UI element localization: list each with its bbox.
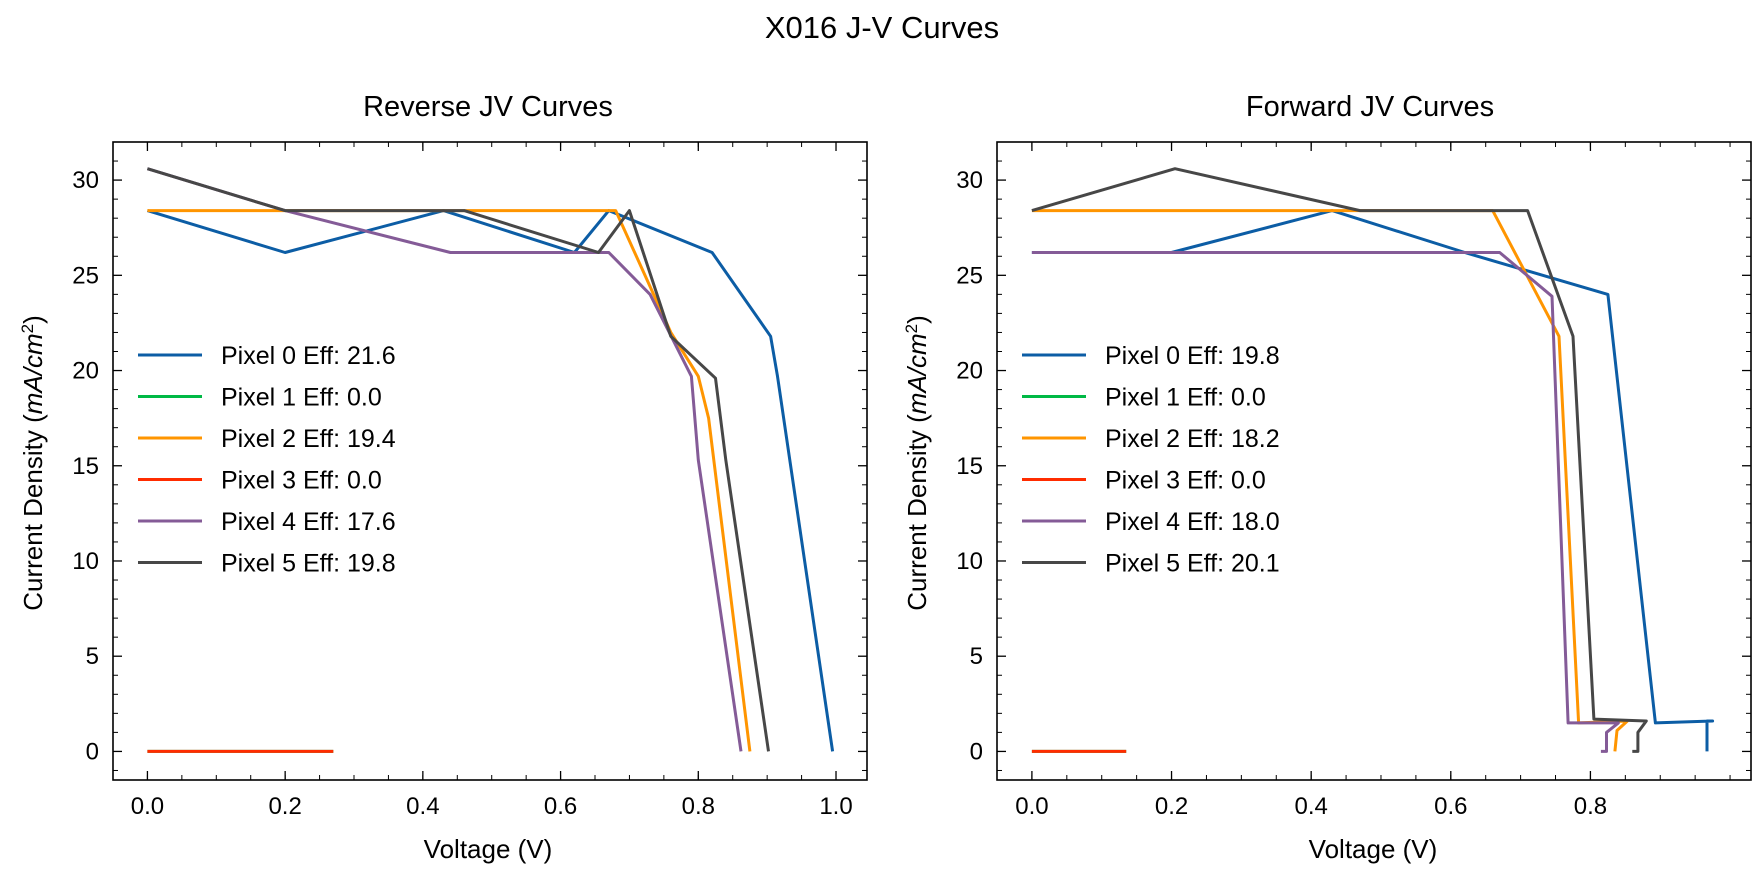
forward-y-axis-label: Current Density (mA/cm2)	[902, 315, 933, 611]
reverse-y-tick-label: 5	[86, 643, 99, 670]
reverse-legend-label: Pixel 0 Eff: 21.6	[221, 342, 396, 370]
forward-y-tick-label: 5	[970, 643, 983, 670]
forward-legend: Pixel 0 Eff: 19.8 Pixel 1 Eff: 0.0 Pixel 2…	[1022, 342, 1280, 578]
reverse-legend-label: Pixel 1 Eff: 0.0	[221, 384, 382, 412]
forward-y-axis-label-unit: mA/cm	[902, 333, 932, 414]
reverse-legend-label: Pixel 4 Eff: 17.6	[221, 508, 396, 536]
forward-jv-panel: Forward JV Curves Voltage (V) Current De…	[902, 91, 1752, 864]
reverse-y-axis-label: Current Density (mA/cm2)	[18, 315, 49, 611]
forward-y-tick-label: 0	[970, 738, 983, 765]
forward-y-tick-label: 20	[956, 358, 983, 385]
forward-y-axis-label-sup: 2	[902, 324, 921, 333]
forward-ticks: 0.0 0.2 0.4 0.6 0.8 0 5 10 15 20 25 30	[956, 141, 1751, 820]
reverse-x-axis-label: Voltage (V)	[424, 834, 553, 864]
reverse-legend: Pixel 0 Eff: 21.6 Pixel 1 Eff: 0.0 Pixel 2…	[138, 342, 396, 578]
reverse-legend-label: Pixel 2 Eff: 19.4	[221, 425, 396, 453]
forward-y-tick-label: 30	[956, 167, 983, 194]
forward-series-line-pixel-0	[1031, 209, 1715, 752]
forward-y-axis-label-text: Current Density (	[902, 414, 932, 611]
reverse-series-line-pixel-5	[146, 167, 770, 752]
forward-x-tick-label: 0.6	[1434, 793, 1467, 820]
forward-x-tick-label: 0.4	[1294, 793, 1327, 820]
forward-legend-label: Pixel 3 Eff: 0.0	[1105, 467, 1266, 495]
reverse-y-tick-label: 20	[72, 358, 99, 385]
forward-y-axis-label-close: )	[902, 315, 932, 324]
reverse-y-tick-label: 10	[72, 548, 99, 575]
figure-title: X016 J-V Curves	[765, 10, 999, 45]
forward-x-tick-label: 0.0	[1015, 793, 1048, 820]
forward-y-tick-label: 25	[956, 262, 983, 289]
forward-legend-label: Pixel 1 Eff: 0.0	[1105, 384, 1266, 412]
reverse-y-tick-label: 0	[86, 738, 99, 765]
forward-legend-label: Pixel 2 Eff: 18.2	[1105, 425, 1280, 453]
forward-legend-label: Pixel 4 Eff: 18.0	[1105, 508, 1280, 536]
reverse-y-axis-label-sup: 2	[18, 324, 37, 333]
reverse-x-tick-label: 0.0	[131, 793, 164, 820]
forward-series-lines	[1031, 167, 1715, 753]
reverse-y-tick-label: 30	[72, 167, 99, 194]
reverse-y-tick-label: 25	[72, 262, 99, 289]
forward-legend-label: Pixel 0 Eff: 19.8	[1105, 342, 1280, 370]
forward-series-line-pixel-4	[1031, 251, 1620, 753]
reverse-y-axis-label-close: )	[18, 315, 48, 324]
reverse-series-line-pixel-2	[147, 209, 752, 752]
reverse-series-lines	[146, 167, 835, 753]
reverse-y-tick-label: 15	[72, 453, 99, 480]
reverse-plot-frame	[112, 141, 868, 781]
forward-x-tick-label: 0.8	[1574, 793, 1607, 820]
reverse-series-line-pixel-4	[146, 167, 743, 752]
reverse-legend-label: Pixel 3 Eff: 0.0	[221, 467, 382, 495]
reverse-y-axis-label-unit: mA/cm	[18, 333, 48, 414]
forward-y-tick-label: 15	[956, 453, 983, 480]
forward-plot-frame	[996, 141, 1752, 781]
reverse-x-tick-label: 0.2	[268, 793, 301, 820]
forward-x-tick-label: 0.2	[1155, 793, 1188, 820]
reverse-ticks: 0.0 0.2 0.4 0.6 0.8 1.0 0 5 10 15 20 25 30	[72, 141, 867, 820]
reverse-x-tick-label: 1.0	[819, 793, 852, 820]
forward-x-axis-label: Voltage (V)	[1309, 834, 1438, 864]
reverse-y-axis-label-text: Current Density (	[18, 414, 48, 611]
reverse-x-tick-label: 0.6	[544, 793, 577, 820]
forward-panel-title: Forward JV Curves	[1246, 91, 1494, 123]
forward-legend-label: Pixel 5 Eff: 20.1	[1105, 550, 1280, 578]
reverse-panel-title: Reverse JV Curves	[363, 91, 613, 123]
reverse-x-tick-label: 0.8	[682, 793, 715, 820]
reverse-legend-label: Pixel 5 Eff: 19.8	[221, 550, 396, 578]
reverse-jv-panel: Reverse JV Curves Voltage (V) Current De…	[18, 91, 868, 864]
forward-series-line-pixel-5	[1031, 167, 1648, 753]
forward-y-tick-label: 10	[956, 548, 983, 575]
reverse-x-tick-label: 0.4	[406, 793, 439, 820]
